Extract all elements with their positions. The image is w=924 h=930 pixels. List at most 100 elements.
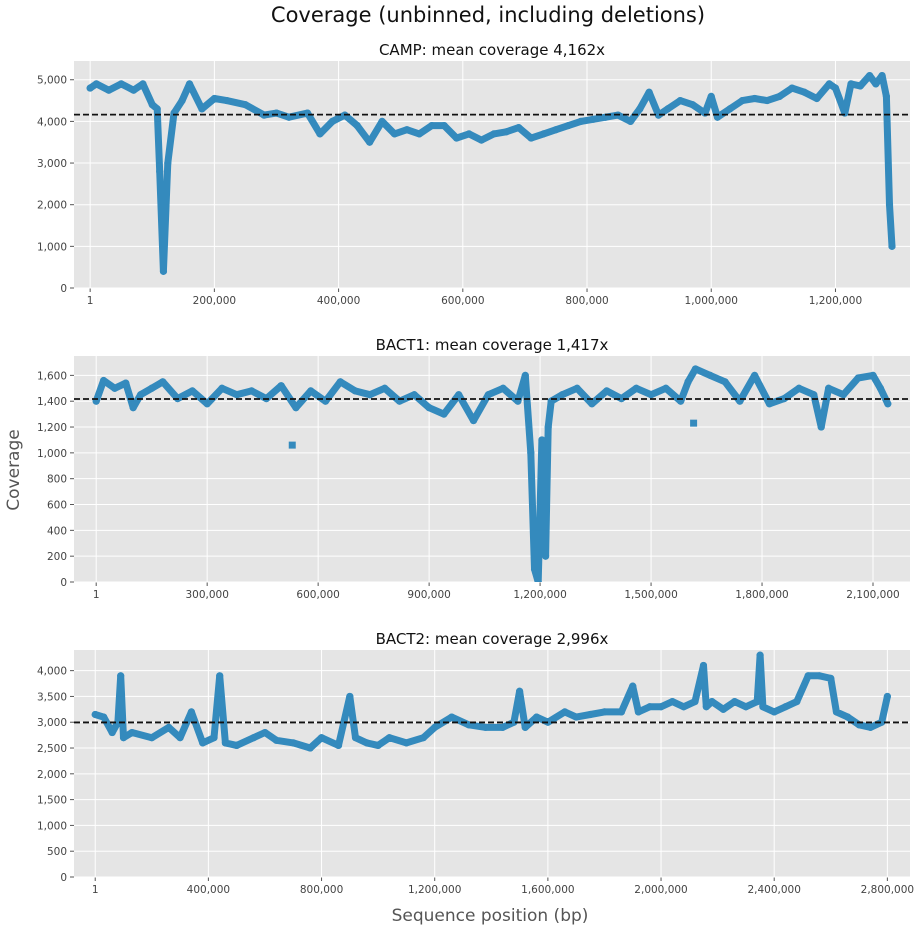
coverage-point bbox=[185, 80, 194, 88]
coverage-point bbox=[100, 713, 108, 721]
coverage-point bbox=[425, 404, 433, 412]
coverage-point bbox=[366, 138, 374, 146]
x-tick-label: 1 bbox=[87, 295, 94, 307]
y-tick-label: 600 bbox=[47, 500, 67, 512]
coverage-point bbox=[588, 400, 596, 408]
coverage-point bbox=[431, 723, 439, 731]
coverage-point bbox=[654, 111, 663, 119]
x-tick-label: 800,000 bbox=[300, 884, 343, 896]
coverage-point bbox=[589, 115, 597, 123]
coverage-point bbox=[657, 703, 665, 711]
coverage-point bbox=[662, 384, 670, 392]
coverage-point bbox=[378, 117, 386, 125]
coverage-point bbox=[366, 391, 374, 399]
y-tick-label: 2,500 bbox=[37, 743, 67, 755]
y-tick-label: 800 bbox=[47, 474, 67, 486]
coverage-point bbox=[199, 739, 207, 747]
y-tick-label: 200 bbox=[47, 551, 67, 563]
coverage-point bbox=[136, 391, 145, 399]
y-tick-label: 2,000 bbox=[37, 769, 67, 781]
coverage-point bbox=[751, 94, 759, 103]
coverage-point bbox=[223, 96, 231, 105]
coverage-point bbox=[515, 124, 523, 132]
coverage-point bbox=[385, 734, 394, 742]
coverage-point bbox=[351, 387, 359, 395]
coverage-point bbox=[334, 741, 343, 750]
coverage-point bbox=[272, 736, 280, 744]
coverage-point bbox=[247, 387, 256, 395]
y-tick-label: 5,000 bbox=[37, 75, 67, 87]
y-tick-label: 1,000 bbox=[37, 241, 67, 253]
coverage-outlier-point bbox=[288, 441, 296, 449]
data-layer bbox=[74, 365, 910, 582]
coverage-point bbox=[888, 242, 896, 250]
coverage-point bbox=[521, 371, 529, 379]
coverage-point bbox=[156, 167, 164, 175]
coverage-point bbox=[813, 94, 821, 103]
coverage-point bbox=[216, 672, 224, 680]
x-tick-label: 400,000 bbox=[187, 884, 230, 896]
coverage-point bbox=[117, 80, 125, 88]
coverage-point bbox=[477, 136, 486, 144]
coverage-point bbox=[726, 105, 734, 113]
coverage-point bbox=[856, 82, 864, 90]
coverage-point bbox=[676, 96, 684, 105]
coverage-point bbox=[788, 84, 796, 92]
coverage-point bbox=[572, 713, 580, 721]
coverage-point bbox=[561, 708, 569, 716]
panels-group: 1 200,000 400,000 600,000 800,000 1,000,000 1,… bbox=[37, 41, 914, 896]
coverage-point bbox=[753, 697, 761, 706]
coverage-point bbox=[130, 86, 138, 94]
coverage-point bbox=[164, 159, 172, 167]
coverage-point bbox=[527, 449, 535, 457]
coverage-point bbox=[600, 708, 609, 716]
y-tick-label: 3,000 bbox=[37, 717, 67, 729]
x-tick-label: 2,400,000 bbox=[747, 884, 800, 896]
x-tick-label: 800,000 bbox=[565, 295, 608, 307]
coverage-point bbox=[303, 109, 312, 117]
coverage-point bbox=[780, 395, 788, 403]
coverage-point bbox=[289, 739, 297, 747]
coverage-point bbox=[129, 404, 137, 412]
coverage-point bbox=[114, 718, 122, 726]
coverage-point bbox=[170, 109, 178, 117]
coverage-point bbox=[844, 713, 852, 721]
coverage-point bbox=[187, 708, 196, 716]
coverage-point bbox=[742, 703, 750, 711]
coverage-point bbox=[403, 126, 411, 134]
coverage-point bbox=[198, 105, 206, 113]
plot-area bbox=[74, 650, 910, 877]
coverage-point bbox=[770, 708, 778, 716]
coverage-point bbox=[316, 130, 324, 138]
coverage-point bbox=[668, 697, 676, 706]
coverage-point bbox=[626, 117, 635, 125]
x-tick-label: 2,000,000 bbox=[634, 884, 687, 896]
x-tick-label: 1,600,000 bbox=[521, 884, 574, 896]
y-tick-label: 500 bbox=[47, 846, 67, 858]
coverage-point bbox=[272, 109, 281, 117]
coverage-point bbox=[539, 130, 548, 138]
x-tick-label: 1,200,000 bbox=[809, 295, 862, 307]
panel-title: BACT1: mean coverage 1,417x bbox=[376, 336, 609, 354]
y-tick-label: 1,600 bbox=[37, 370, 67, 382]
coverage-point bbox=[691, 365, 700, 373]
coverage-point bbox=[832, 708, 841, 716]
coverage-point bbox=[730, 697, 739, 706]
y-tick-label: 3,500 bbox=[37, 691, 67, 703]
coverage-point bbox=[203, 400, 211, 408]
coverage-point bbox=[706, 371, 714, 379]
coverage-point bbox=[410, 391, 418, 399]
coverage-point bbox=[261, 728, 269, 737]
coverage-point bbox=[831, 84, 840, 92]
coverage-point bbox=[781, 703, 790, 711]
coverage-point bbox=[502, 128, 510, 136]
x-tick-label: 1,200,000 bbox=[513, 589, 566, 601]
x-tick-label: 400,000 bbox=[317, 295, 360, 307]
coverage-point bbox=[577, 117, 585, 125]
coverage-point bbox=[221, 739, 229, 747]
coverage-point bbox=[122, 379, 130, 387]
y-tick-label: 4,000 bbox=[37, 116, 67, 128]
y-tick-label: 0 bbox=[60, 872, 67, 884]
y-tick-label: 1,400 bbox=[37, 396, 67, 408]
